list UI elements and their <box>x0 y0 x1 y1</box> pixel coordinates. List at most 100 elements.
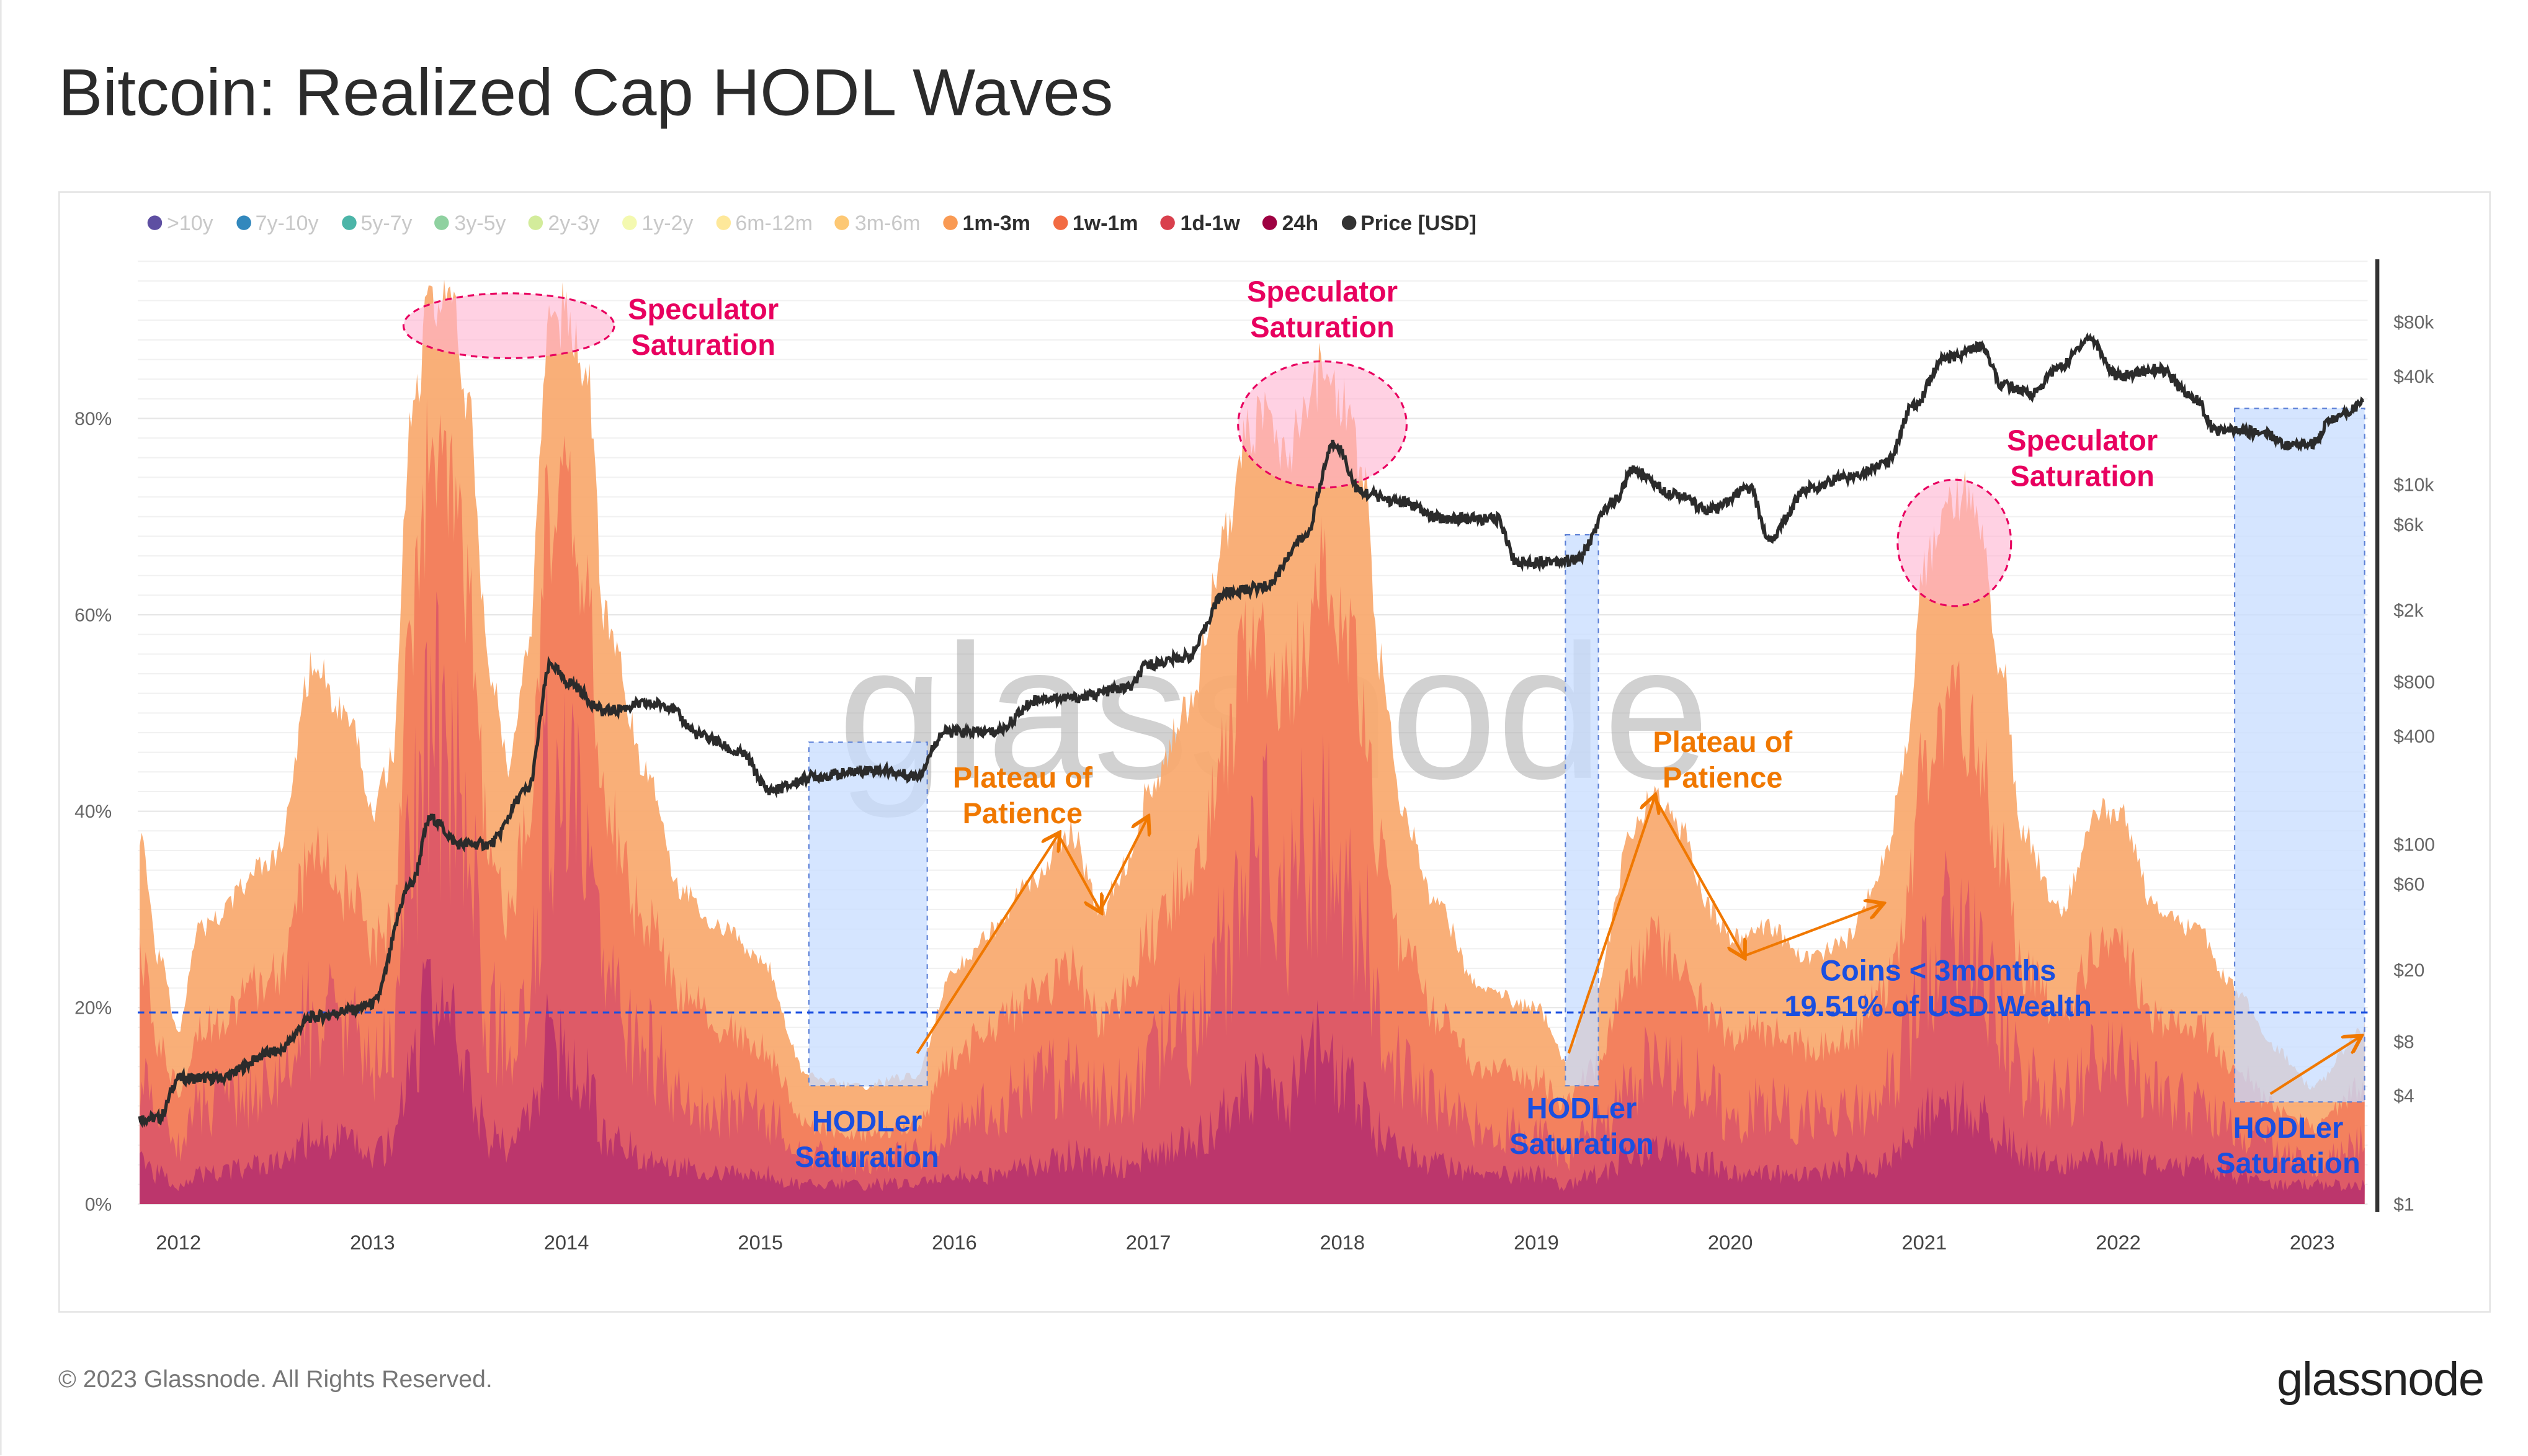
glassnode-logo[interactable]: glassnode <box>2277 1354 2485 1407</box>
y-right-tick-label: $40k <box>2393 367 2434 387</box>
legend-dot-icon <box>529 215 543 230</box>
y-right-tick-label: $20 <box>2393 960 2424 981</box>
legend-item[interactable]: 3y-5y <box>435 211 506 235</box>
y-right-tick-label: $100 <box>2393 834 2435 855</box>
legend-item[interactable]: 1w-1m <box>1053 211 1138 235</box>
annotation-coins-under-3-months: Coins < 3months 19.51% of USD Wealth <box>1784 953 2092 1024</box>
hodler-saturation-zone <box>1565 534 1599 1087</box>
annotation-line: Speculator <box>1247 275 1398 308</box>
legend-item[interactable]: Price [USD] <box>1341 211 1476 235</box>
y-right-tick-label: $4 <box>2393 1086 2414 1107</box>
speculator-saturation-ellipse <box>1237 360 1408 489</box>
legend-label: 2y-3y <box>548 210 600 235</box>
legend-label: 3y-5y <box>454 210 506 235</box>
legend-item[interactable]: 1m-3m <box>943 211 1030 235</box>
annotation-speculator-saturation-2013: Speculator Saturation <box>628 292 779 363</box>
annotation-line: Saturation <box>1509 1128 1654 1161</box>
annotation-line: Coins < 3months <box>1820 954 2057 987</box>
page-title: Bitcoin: Realized Cap HODL Waves <box>58 55 1114 130</box>
copyright-footer: © 2023 Glassnode. All Rights Reserved. <box>58 1366 493 1394</box>
legend-label: 5y-7y <box>360 210 413 235</box>
y-right-tick-label: $8 <box>2393 1032 2414 1052</box>
annotation-line: HODLer <box>1526 1092 1637 1125</box>
legend-item[interactable]: 7y-10y <box>236 210 319 235</box>
legend-item[interactable]: 2y-3y <box>529 211 599 235</box>
legend-label: 1y-2y <box>641 210 694 235</box>
annotation-line: Saturation <box>1250 311 1395 344</box>
annotation-line: Patience <box>962 797 1083 830</box>
trend-arrow <box>2269 1037 2360 1095</box>
legend-item[interactable]: 24h <box>1262 211 1318 235</box>
legend-label: 6m-12m <box>735 210 813 235</box>
annotation-line: HODLer <box>811 1105 922 1138</box>
x-tick-label: 2012 <box>156 1231 201 1254</box>
legend-item[interactable]: >10y <box>147 210 213 235</box>
annotation-plateau-of-patience-2016: Plateau of Patience <box>953 760 1092 831</box>
x-tick-label: 2015 <box>738 1231 783 1254</box>
legend-item[interactable]: 1d-1w <box>1161 211 1240 235</box>
legend-dot-icon <box>341 215 356 230</box>
legend-label: 7y-10y <box>255 210 319 235</box>
legend-dot-icon <box>1053 215 1068 230</box>
annotation-line: Speculator <box>2007 424 2158 457</box>
x-tick-label: 2021 <box>1902 1231 1947 1254</box>
y-left-tick-label: 0% <box>85 1194 112 1215</box>
area-24h <box>140 958 2365 1204</box>
legend-dot-icon <box>622 215 637 230</box>
legend-item[interactable]: 6m-12m <box>716 211 813 235</box>
legend-label: 1d-1w <box>1180 210 1240 235</box>
annotation-line: Plateau of <box>952 761 1092 794</box>
speculator-saturation-ellipse <box>1896 478 2012 607</box>
annotation-speculator-saturation-2021: Speculator Saturation <box>2007 423 2158 494</box>
trend-arrow <box>1099 818 1148 912</box>
annotation-line: Saturation <box>2010 460 2155 493</box>
annotation-hodler-saturation-2019: HODLer Saturation <box>1509 1091 1654 1162</box>
legend: >10y 7y-10y 5y-7y 3y-5y 2y-3y 1y-2y 6m-12m 3m-6… <box>147 210 1476 235</box>
y-left-tick-label: 40% <box>74 802 112 822</box>
legend-dot-icon <box>147 215 163 230</box>
speculator-saturation-ellipse <box>402 292 615 359</box>
legend-dot-icon <box>835 215 851 230</box>
legend-label: >10y <box>167 210 213 235</box>
y-left-tick-label: 20% <box>74 998 112 1019</box>
x-tick-label: 2016 <box>932 1231 977 1254</box>
legend-dot-icon <box>236 215 251 230</box>
x-tick-label: 2020 <box>1708 1231 1753 1254</box>
annotation-line: Saturation <box>2216 1147 2361 1180</box>
x-tick-label: 2014 <box>544 1231 589 1254</box>
trend-arrow <box>1653 797 1744 956</box>
trend-arrow <box>916 834 1058 1055</box>
x-tick-label: 2022 <box>2096 1231 2141 1254</box>
annotation-speculator-saturation-2017: Speculator Saturation <box>1247 274 1398 345</box>
x-tick-label: 2013 <box>350 1231 395 1254</box>
x-tick-label: 2017 <box>1126 1231 1171 1254</box>
trend-arrow <box>1743 904 1882 958</box>
legend-label: Price [USD] <box>1360 210 1476 235</box>
y-right-tick-label: $80k <box>2393 313 2434 333</box>
y-right-tick-label: $6k <box>2393 515 2424 535</box>
trend-arrow <box>1056 834 1101 911</box>
x-tick-label: 2023 <box>2290 1231 2335 1254</box>
legend-dot-icon <box>1161 215 1176 230</box>
annotation-hodler-saturation-2015: HODLer Saturation <box>795 1104 939 1175</box>
legend-item[interactable]: 3m-6m <box>835 211 921 235</box>
y-right-tick-label: $60 <box>2393 875 2424 895</box>
trend-arrow <box>1567 797 1655 1054</box>
legend-dot-icon <box>1262 215 1277 230</box>
legend-dot-icon <box>435 215 450 230</box>
annotation-hodler-saturation-2023: HODLer Saturation <box>2216 1110 2361 1181</box>
x-tick-label: 2018 <box>1320 1231 1365 1254</box>
hodler-saturation-zone <box>2234 408 2365 1103</box>
annotation-line: Patience <box>1663 761 1783 794</box>
legend-item[interactable]: 1y-2y <box>622 211 693 235</box>
annotation-line: Plateau of <box>1653 726 1793 759</box>
y-right-tick-label: $10k <box>2393 475 2434 495</box>
y-right-tick-label: $1 <box>2393 1194 2414 1215</box>
annotation-line: HODLer <box>2233 1111 2344 1145</box>
legend-item[interactable]: 5y-7y <box>341 210 413 235</box>
legend-dot-icon <box>1341 215 1356 230</box>
hodler-saturation-zone <box>808 741 928 1087</box>
annotation-line: Saturation <box>795 1140 939 1174</box>
chart-card <box>58 191 2491 1313</box>
